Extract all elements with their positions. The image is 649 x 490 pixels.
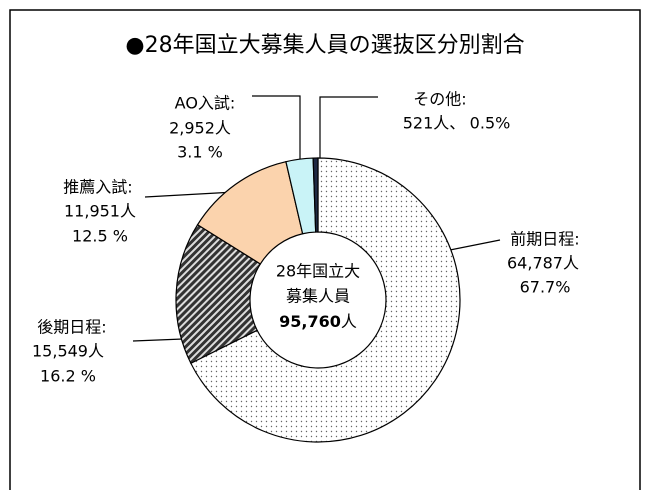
chart-title: ●28年国立大募集人員の選抜区分別割合: [125, 33, 524, 58]
percent-label: 67.7%: [520, 278, 571, 297]
category-label: その他:: [413, 90, 466, 109]
value-label: 521人、: [403, 114, 466, 133]
donut-segment: [190, 157, 461, 443]
value-label: 15,549人: [32, 342, 104, 361]
category-label: 後期日程:: [37, 318, 106, 337]
value-label: 2,952人: [169, 119, 231, 138]
category-label: 推薦入試:: [63, 178, 132, 197]
donut-segment: [312, 157, 319, 233]
category-label: 前期日程:: [510, 230, 579, 249]
value-label: 64,787人: [507, 254, 579, 273]
percent-label: 12.5 %: [72, 227, 128, 246]
total-value: 95,760: [279, 312, 341, 331]
frame: [9, 9, 641, 490]
value-label: 11,951人: [64, 202, 136, 221]
percent-label: 16.2 %: [40, 367, 96, 386]
center-text: 募集人員: [286, 287, 350, 306]
percent-label: 3.1 %: [177, 143, 223, 162]
center-text: 28年国立大: [276, 262, 360, 281]
center-total: 95,760人: [279, 312, 357, 331]
total-unit: 人: [341, 312, 357, 331]
category-label: AO入試:: [175, 94, 236, 113]
percent-label: 0.5%: [470, 114, 511, 133]
